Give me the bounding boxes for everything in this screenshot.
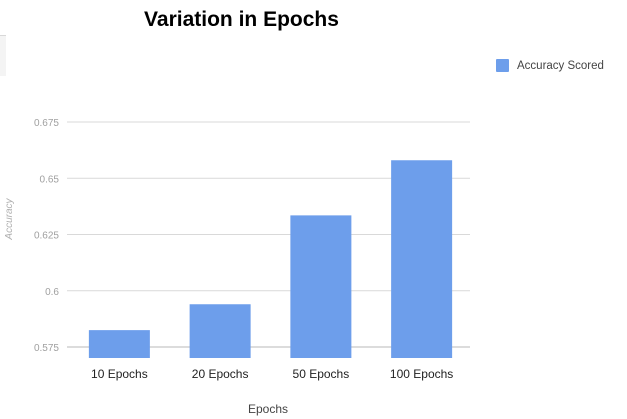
y-tick-label: 0.65 (40, 174, 60, 185)
bars (88, 160, 453, 358)
x-tick-label: 50 Epochs (293, 367, 350, 381)
bar (88, 330, 150, 358)
bar (391, 160, 453, 358)
y-tick-label: 0.625 (34, 231, 59, 242)
x-tick-labels: 10 Epochs 20 Epochs 50 Epochs 100 Epochs (91, 367, 453, 381)
y-axis-title: Accuracy (4, 197, 15, 240)
y-tick-label: 0.575 (34, 343, 59, 354)
panel-edge (0, 35, 6, 76)
legend-swatch (496, 59, 509, 72)
x-axis-title: Epochs (248, 402, 288, 416)
legend-label: Accuracy Scored (517, 59, 604, 72)
x-tick-label: 100 Epochs (390, 367, 453, 381)
y-tick-label: 0.6 (45, 287, 59, 298)
y-tick-labels: 0.575 0.6 0.625 0.65 0.675 (34, 118, 59, 354)
chart-title: Variation in Epochs (144, 8, 339, 31)
bar (189, 304, 251, 358)
x-tick-label: 20 Epochs (192, 367, 249, 381)
legend: Accuracy Scored (496, 59, 604, 72)
y-tick-label: 0.675 (34, 118, 59, 129)
bar (290, 215, 352, 358)
x-tick-label: 10 Epochs (91, 367, 148, 381)
